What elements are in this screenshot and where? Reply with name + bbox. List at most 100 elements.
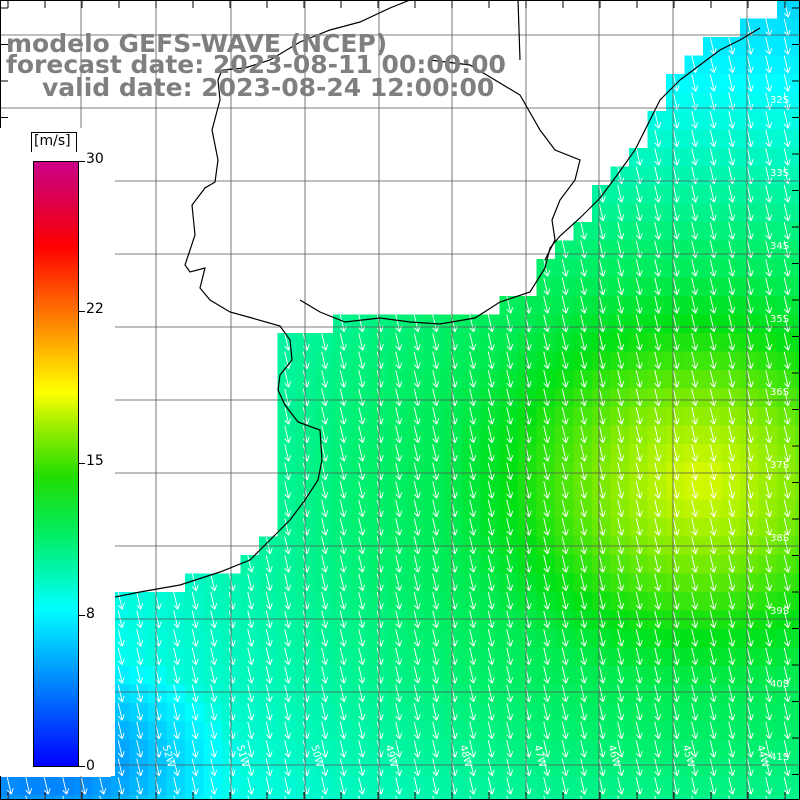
wind-arrow — [672, 740, 680, 758]
wind-arrow — [672, 462, 680, 481]
wind-arrow — [765, 203, 773, 222]
wind-arrow — [358, 370, 366, 388]
wind-arrow — [654, 462, 662, 481]
wind-arrow — [487, 703, 495, 721]
colorbar — [33, 161, 79, 767]
wind-arrow — [598, 684, 606, 703]
wind-arrow — [487, 555, 495, 573]
wind-arrow — [210, 721, 218, 740]
wind-arrow — [746, 407, 754, 425]
wind-arrow — [746, 536, 754, 555]
wind-arrow — [543, 444, 551, 462]
wind-arrow — [783, 240, 791, 259]
wind-arrow — [265, 629, 273, 647]
wind-arrow — [691, 795, 694, 800]
wind-arrow — [487, 573, 495, 592]
wind-arrow — [469, 481, 477, 499]
wind-arrow — [432, 388, 440, 407]
wind-arrow — [173, 666, 181, 684]
wind-arrow — [413, 592, 421, 610]
wind-arrow — [413, 499, 421, 518]
wind-arrow — [358, 407, 366, 425]
wind-arrow — [173, 795, 176, 800]
speed-cell — [703, 795, 723, 800]
wind-arrow — [709, 740, 717, 758]
wind-arrow — [617, 370, 625, 388]
wind-arrow — [598, 370, 606, 388]
wind-arrow — [358, 703, 366, 721]
wind-arrow — [635, 777, 643, 795]
speed-cell — [795, 240, 800, 260]
wind-arrow — [413, 629, 421, 647]
wind-arrow — [728, 629, 736, 647]
wind-arrow — [635, 481, 643, 499]
wind-arrow — [321, 555, 329, 573]
wind-arrow — [765, 592, 773, 610]
speed-cell — [795, 129, 800, 149]
wind-arrow — [598, 240, 606, 259]
wind-arrow — [746, 277, 754, 296]
wind-arrow — [654, 555, 662, 573]
wind-arrow — [561, 666, 569, 684]
wind-arrow — [506, 462, 514, 481]
wind-arrow — [265, 684, 273, 703]
wind-arrow — [561, 407, 569, 425]
speed-cell — [18, 795, 38, 800]
wind-arrow — [709, 111, 717, 129]
wind-arrow — [469, 425, 477, 444]
wind-arrow — [561, 462, 569, 481]
wind-arrow — [432, 777, 440, 795]
wind-arrow — [487, 407, 495, 425]
wind-arrow — [691, 499, 699, 518]
wind-arrow — [284, 666, 292, 684]
speed-cell — [795, 777, 800, 797]
wind-arrow — [284, 758, 292, 777]
wind-arrow — [413, 518, 421, 536]
wind-arrow — [487, 499, 495, 518]
speed-cell — [795, 0, 800, 20]
wind-arrow — [469, 462, 477, 481]
wind-arrow — [765, 240, 773, 259]
forecast-date: forecast date: 2023-08-11 00:00:00 — [6, 50, 506, 79]
wind-arrow — [765, 37, 773, 55]
wind-arrow — [691, 222, 699, 240]
speed-cell — [795, 388, 800, 408]
wind-arrow — [783, 444, 791, 462]
wind-arrow — [580, 573, 588, 592]
wind-arrow — [247, 758, 255, 777]
wind-arrow — [728, 536, 736, 555]
speed-cell — [425, 795, 445, 800]
wind-arrow — [339, 388, 347, 407]
wind-arrow — [765, 74, 773, 92]
wind-arrow — [284, 481, 292, 499]
wind-arrow — [117, 721, 125, 740]
wind-arrow — [765, 333, 773, 351]
wind-arrow — [395, 684, 403, 703]
wind-arrow — [487, 758, 495, 777]
wind-arrow — [247, 629, 255, 647]
wind-arrow — [432, 740, 440, 758]
wind-arrow — [284, 629, 292, 647]
wind-arrow — [691, 148, 699, 166]
wind-arrow — [339, 592, 347, 610]
wind-arrow — [672, 148, 680, 166]
wind-arrow — [783, 629, 791, 647]
wind-arrow — [358, 351, 366, 370]
wind-arrow — [728, 481, 736, 499]
wind-arrow — [746, 222, 754, 240]
wind-arrow — [617, 518, 625, 536]
wind-arrow — [746, 481, 754, 499]
wind-arrow — [709, 240, 717, 259]
speed-cell — [129, 795, 149, 800]
wind-arrow — [765, 703, 773, 721]
speed-cell — [758, 795, 778, 800]
wind-arrow — [247, 666, 255, 684]
wind-arrow — [635, 370, 643, 388]
wind-arrow — [728, 333, 736, 351]
wind-arrow — [321, 758, 329, 777]
latitude-label: 32S — [770, 95, 789, 106]
wind-arrow — [247, 703, 255, 721]
wind-arrow — [469, 684, 477, 703]
wind-arrow — [210, 647, 218, 666]
speed-cell — [333, 795, 353, 800]
